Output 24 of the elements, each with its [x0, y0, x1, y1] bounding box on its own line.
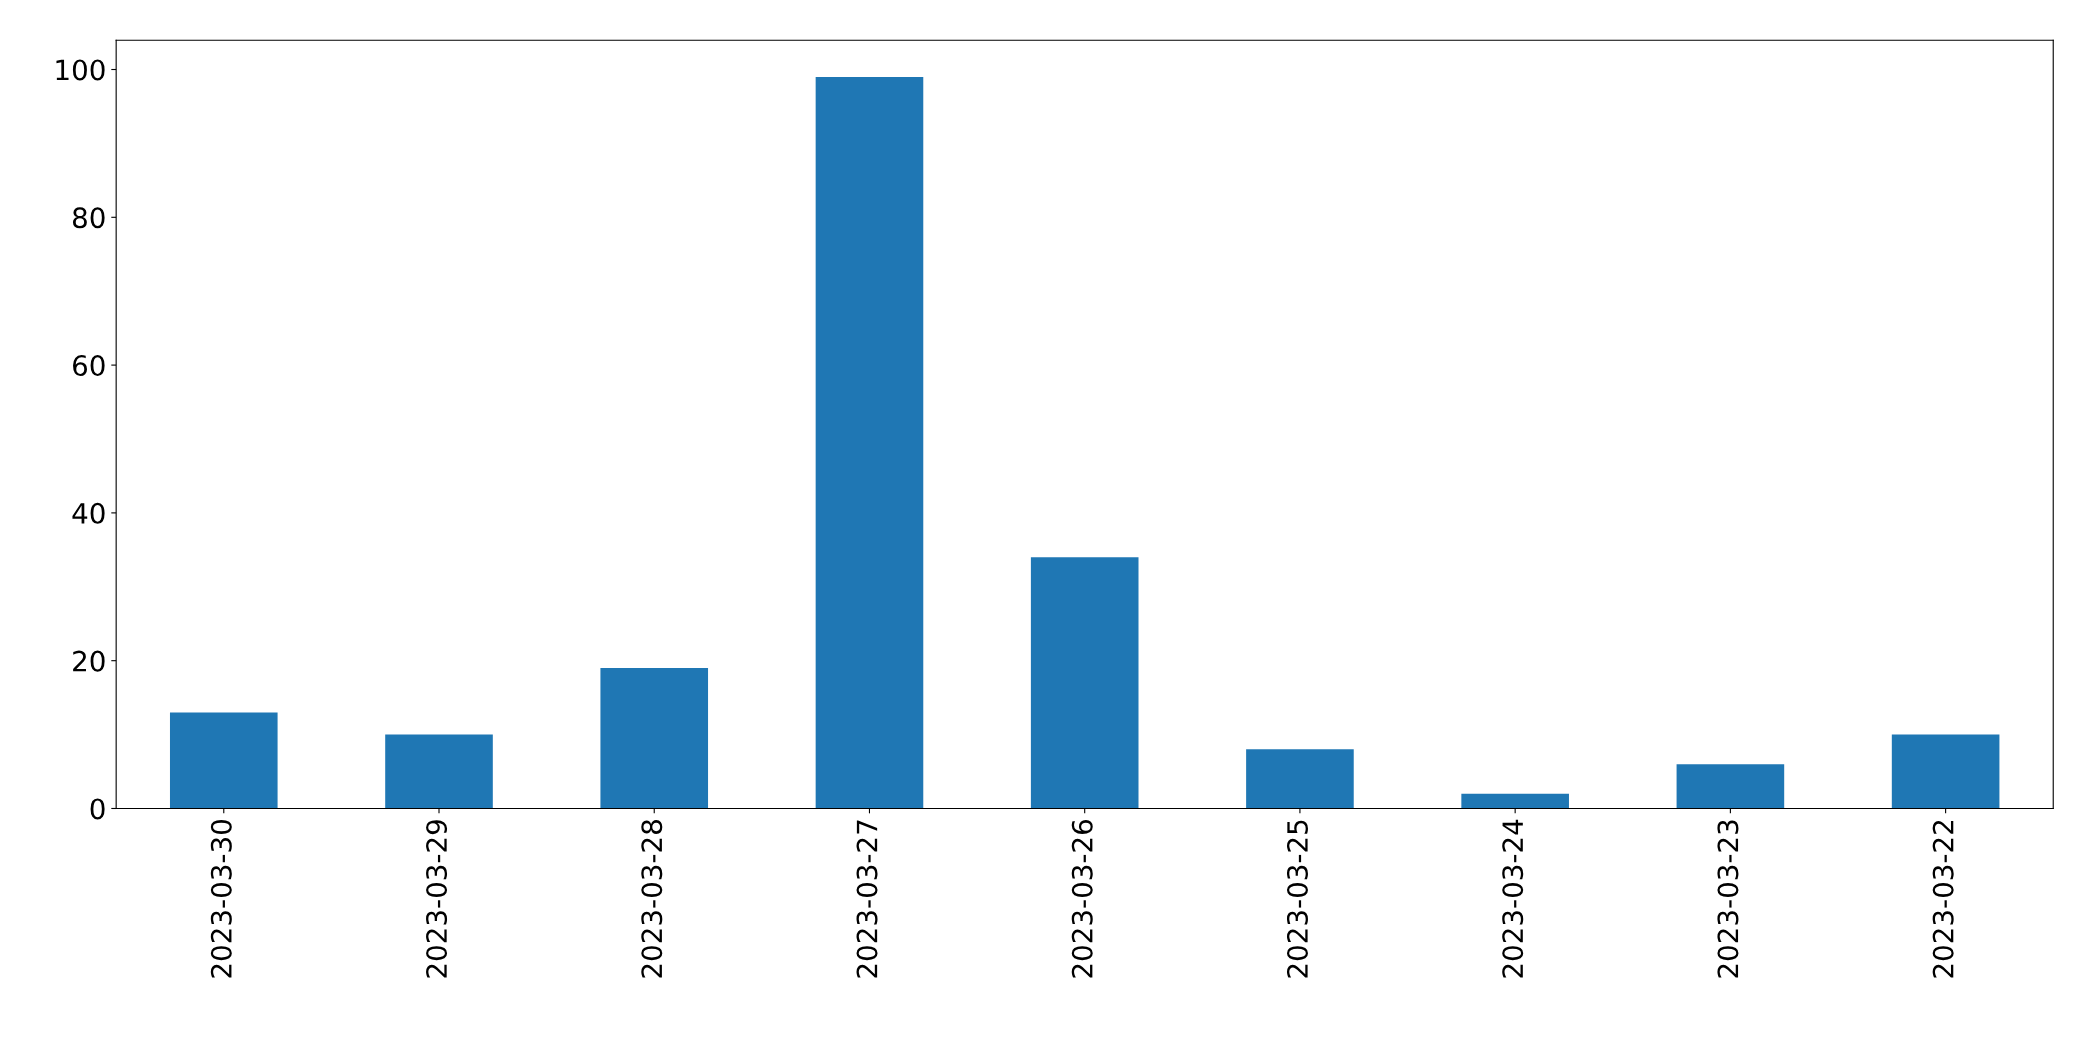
x-tick-label: 2023-03-28 [641, 820, 663, 978]
x-tick-label: 2023-03-30 [210, 820, 232, 978]
bar [385, 734, 493, 809]
bar [600, 668, 709, 809]
x-tick-label: 2023-03-25 [1286, 820, 1308, 978]
y-tick-label: 80 [72, 207, 105, 229]
y-tick-label: 40 [72, 502, 105, 524]
bar [1676, 764, 1785, 809]
bar [815, 76, 924, 809]
x-tick-label: 2023-03-29 [426, 820, 448, 978]
y-tick-label: 60 [73, 355, 105, 377]
bar [1246, 749, 1354, 809]
x-tick-label: 2023-03-26 [1071, 819, 1093, 978]
x-tick-label: 2023-03-24 [1502, 819, 1524, 978]
bar [169, 712, 278, 809]
x-tick-label: 2023-03-27 [856, 820, 878, 978]
bar [1891, 734, 2000, 809]
bar [1030, 557, 1139, 809]
y-tick-label: 100 [56, 59, 105, 81]
x-tick-label: 2023-03-22 [1932, 820, 1954, 978]
y-tick-label: 0 [90, 798, 105, 820]
y-tick-label: 20 [73, 650, 105, 672]
x-tick-label: 2023-03-23 [1717, 820, 1739, 978]
bar [1461, 793, 1569, 809]
